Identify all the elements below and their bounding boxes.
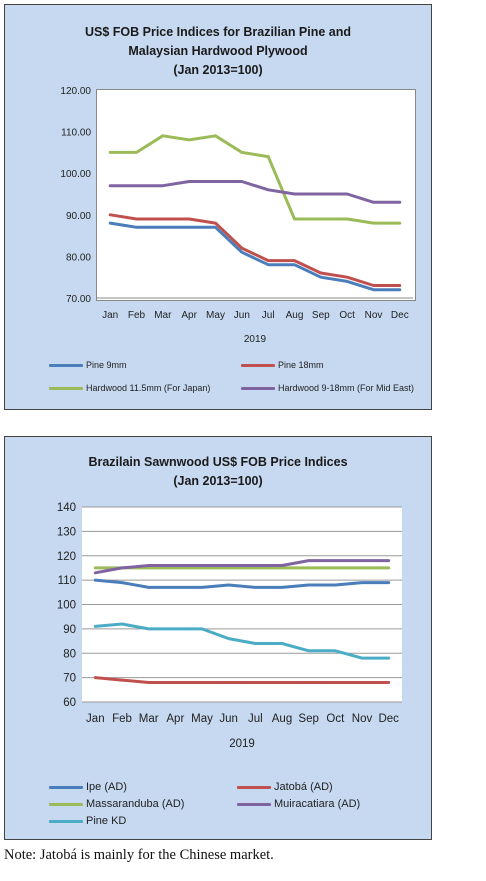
x-tick-label: Apr <box>166 713 184 725</box>
legend-swatch <box>237 785 271 789</box>
x-tick-label: Nov <box>352 713 373 725</box>
chart-title-line: Malaysian Hardwood Plywood <box>128 44 308 58</box>
y-tick-label: 80 <box>63 648 76 660</box>
x-tick-label: Feb <box>112 713 132 725</box>
y-tick-label: 140 <box>57 502 76 514</box>
x-tick-label: Aug <box>286 310 304 321</box>
x-tick-label: Feb <box>128 310 146 321</box>
legend-item: Ipe (AD) <box>49 781 127 793</box>
legend-item: Pine 9mm <box>49 360 127 370</box>
y-tick-label: 120.00 <box>60 86 91 97</box>
chart-title: US$ FOB Price Indices for Brazilian Pine… <box>5 23 431 80</box>
x-tick-label: Jan <box>86 713 105 725</box>
series-line-pine-kd <box>93 622 391 660</box>
legend-label: Jatobá (AD) <box>274 781 333 793</box>
x-tick-label: Jun <box>219 713 238 725</box>
chart-title-line: Brazilain Sawnwood US$ FOB Price Indices <box>88 455 348 469</box>
legend-label: Pine 9mm <box>86 360 127 370</box>
x-tick-label: Sep <box>312 310 330 321</box>
legend-swatch <box>49 363 83 367</box>
x-tick-label: Mar <box>139 713 159 725</box>
y-tick-label: 100.00 <box>60 169 91 180</box>
y-tick-label: 70 <box>63 673 76 685</box>
y-tick-label: 100 <box>57 600 76 612</box>
legend-label: Muiracatiara (AD) <box>274 798 361 810</box>
x-tick-label: Jul <box>248 713 263 725</box>
y-tick-label: 70.00 <box>66 294 91 305</box>
legend-swatch <box>241 363 275 367</box>
chart-subtitle: (Jan 2013=100) <box>173 474 263 488</box>
legend-label: Pine KD <box>86 815 127 827</box>
x-tick-label: Jun <box>234 310 250 321</box>
series-line-pine-18mm <box>108 213 402 287</box>
series-line-muiracatiara-ad <box>93 559 391 575</box>
y-tick-label: 60 <box>63 697 76 709</box>
x-tick-label: Dec <box>378 713 399 725</box>
legend-item: Jatobá (AD) <box>237 781 333 793</box>
x-tick-label: Oct <box>326 713 345 725</box>
legend-item: Pine 18mm <box>241 360 324 370</box>
plot-area <box>96 89 416 301</box>
y-tick-label: 90.00 <box>66 211 91 222</box>
y-tick-label: 120 <box>57 551 76 563</box>
series-line-pine-9mm <box>108 221 402 292</box>
legend-label: Ipe (AD) <box>86 781 127 793</box>
series-line-hardwood-11-5mm-for-japan <box>108 134 402 225</box>
legend-label: Hardwood 9-18mm (For Mid East) <box>278 383 415 393</box>
x-tick-label: Aug <box>272 713 292 725</box>
legend-swatch <box>49 802 83 806</box>
legend-item: Hardwood 11.5mm (For Japan) <box>49 383 210 393</box>
y-tick-label: 130 <box>57 526 76 538</box>
legend-label: Pine 18mm <box>278 360 324 370</box>
chart-panel-sawnwood: Brazilain Sawnwood US$ FOB Price Indices… <box>4 436 432 840</box>
x-tick-label: Apr <box>181 310 197 321</box>
legend-item: Muiracatiara (AD) <box>237 798 360 810</box>
chart-svg: 60 70 80 90 100 110 120 130 140 Jan Feb Mar Apr May Ju… <box>57 502 402 750</box>
legend-label: Hardwood 11.5mm (For Japan) <box>86 383 211 393</box>
y-tick-label: 110 <box>58 575 76 587</box>
legend-item: Hardwood 9-18mm (For Mid East) <box>241 383 414 393</box>
x-tick-label: Jan <box>102 310 118 321</box>
x-axis-title: 2019 <box>244 334 267 345</box>
legend-swatch <box>49 819 83 823</box>
legend-label: Massaranduba (AD) <box>86 798 185 810</box>
chart-title-line: US$ FOB Price Indices for Brazilian Pine… <box>84 25 352 39</box>
x-tick-label: Mar <box>154 310 172 321</box>
footnote: Note: Jatobá is mainly for the Chinese m… <box>4 847 274 863</box>
chart-svg: 70.00 80.00 90.00 100.00 110.00 120.00 Jan Feb M… <box>60 86 413 345</box>
x-tick-label: May <box>191 713 213 725</box>
y-tick-label: 80.00 <box>66 252 91 263</box>
legend-swatch <box>49 386 83 390</box>
x-tick-label: Oct <box>339 310 355 321</box>
series-line-ipe-ad <box>93 578 391 589</box>
legend-swatch <box>241 386 275 390</box>
x-tick-label: Sep <box>298 713 318 725</box>
y-tick-label: 110.00 <box>61 128 91 139</box>
x-axis-title: 2019 <box>229 738 255 750</box>
chart-panel-plywood: US$ FOB Price Indices for Brazilian Pine… <box>4 4 432 410</box>
x-tick-label: Jul <box>262 310 275 321</box>
legend-item: Massaranduba (AD) <box>49 798 184 810</box>
y-tick-label: 90 <box>63 624 76 636</box>
x-tick-label: May <box>206 310 225 321</box>
legend-swatch <box>237 802 271 806</box>
series-line-jatob-ad <box>93 676 391 684</box>
chart-title: Brazilain Sawnwood US$ FOB Price Indices… <box>5 453 431 491</box>
series-line-hardwood-9-18mm-for-mid-east <box>108 180 402 204</box>
x-tick-label: Dec <box>391 310 409 321</box>
legend-swatch <box>49 785 83 789</box>
x-tick-label: Nov <box>365 310 383 321</box>
chart-subtitle: (Jan 2013=100) <box>173 63 263 77</box>
legend-item: Pine KD <box>49 815 126 827</box>
